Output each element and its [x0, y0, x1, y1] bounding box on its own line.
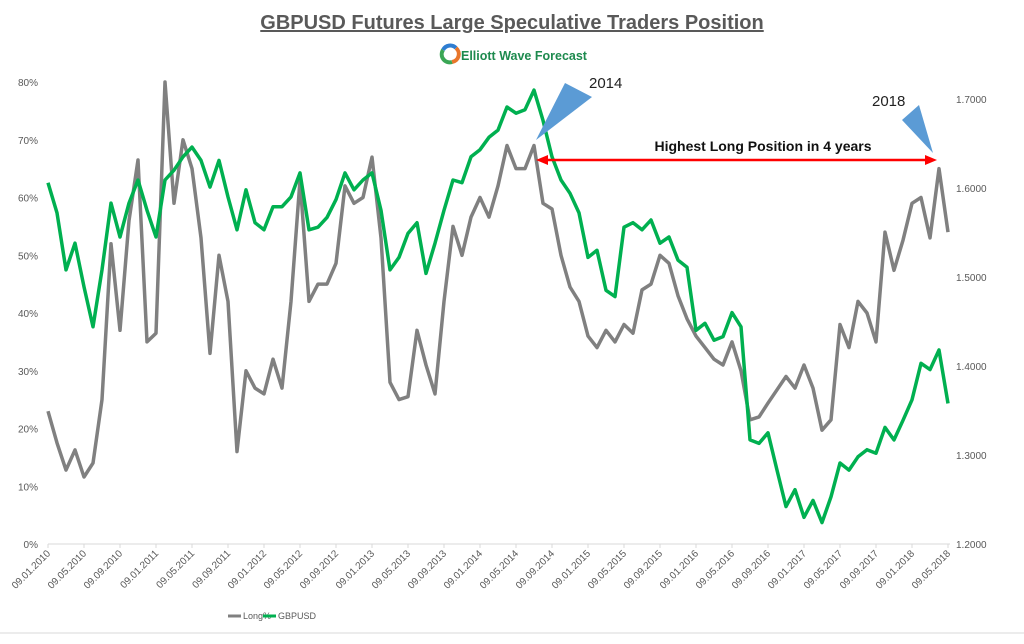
series-line-gbpusd — [46, 88, 950, 525]
logo-icon — [439, 43, 461, 65]
y-left-tick-label: 10% — [18, 482, 38, 493]
y-left-tick-label: 20% — [18, 425, 38, 436]
y-right-tick-label: 1.2000 — [956, 540, 987, 551]
x-tick-label: 09.05.2018 — [910, 548, 953, 591]
y-left-tick-label: 80% — [18, 78, 38, 89]
callout-2014-pointer — [536, 83, 592, 140]
y-left-tick-label: 60% — [18, 194, 38, 205]
y-right-tick-label: 1.3000 — [956, 451, 987, 462]
callout-2018-pointer — [902, 105, 933, 153]
y-left-tick-label: 50% — [18, 251, 38, 262]
y-left-tick-label: 30% — [18, 367, 38, 378]
logo-text: Elliott Wave Forecast — [461, 49, 588, 63]
arrow-label: Highest Long Position in 4 years — [654, 138, 871, 154]
y-left-tick-label: 0% — [24, 540, 39, 551]
y-right-tick-label: 1.5000 — [956, 273, 987, 284]
logo: Elliott Wave Forecast — [439, 43, 588, 65]
y-left-tick-label: 40% — [18, 309, 38, 320]
series-lines — [46, 80, 950, 525]
annotations: 2014 2018 Highest Long Position in 4 yea… — [536, 75, 937, 165]
y-right-tick-label: 1.6000 — [956, 184, 987, 195]
double-arrow — [536, 155, 937, 165]
y-right-tick-label: 1.7000 — [956, 95, 987, 106]
series-line-long-pct — [46, 80, 950, 479]
callout-2018-label: 2018 — [872, 93, 905, 110]
legend: Long% GBPUSD — [228, 611, 317, 621]
legend-label-gbpusd: GBPUSD — [278, 611, 317, 621]
y-right-tick-label: 1.4000 — [956, 362, 987, 373]
chart-title: GBPUSD Futures Large Speculative Traders… — [260, 12, 763, 34]
legend-label-long: Long% — [243, 611, 271, 621]
callout-2014-label: 2014 — [589, 75, 622, 92]
y-left-tick-label: 70% — [18, 136, 38, 147]
